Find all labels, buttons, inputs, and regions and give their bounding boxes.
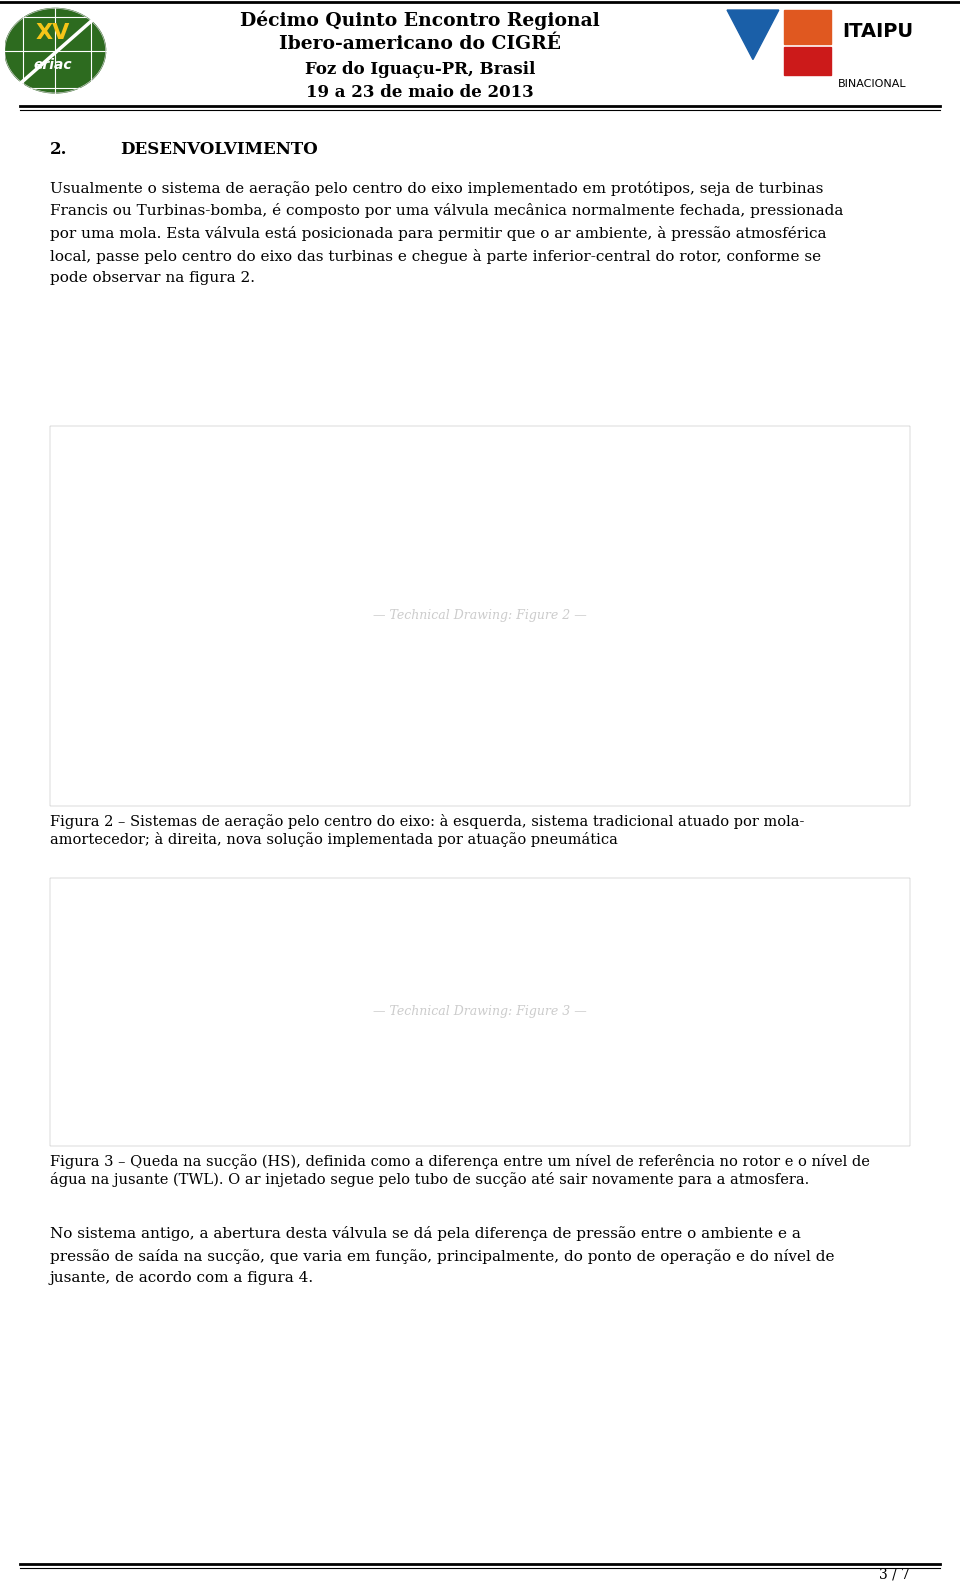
Text: Ibero-americano do CIGRÉ: Ibero-americano do CIGRÉ — [279, 35, 561, 53]
Bar — [0, 0, 960, 105]
Polygon shape — [783, 10, 830, 43]
Text: ITAIPU: ITAIPU — [842, 22, 913, 40]
Text: BINACIONAL: BINACIONAL — [837, 78, 906, 89]
Text: 19 a 23 de maio de 2013: 19 a 23 de maio de 2013 — [306, 83, 534, 101]
Text: Usualmente o sistema de aeração pelo centro do eixo implementado em protótipos, : Usualmente o sistema de aeração pelo cen… — [50, 180, 824, 196]
Text: Figura 3 – Queda na sucção (HS), definida como a diferença entre um nível de ref: Figura 3 – Queda na sucção (HS), definid… — [50, 1154, 870, 1168]
Text: Foz do Iguaçu-PR, Brasil: Foz do Iguaçu-PR, Brasil — [305, 61, 535, 78]
Text: pressão de saída na sucção, que varia em função, principalmente, do ponto de ope: pressão de saída na sucção, que varia em… — [50, 1248, 834, 1264]
Text: DESENVOLVIMENTO: DESENVOLVIMENTO — [120, 140, 318, 158]
Text: No sistema antigo, a abertura desta válvula se dá pela diferença de pressão entr: No sistema antigo, a abertura desta válv… — [50, 1226, 801, 1242]
Text: Décimo Quinto Encontro Regional: Décimo Quinto Encontro Regional — [240, 10, 600, 29]
Text: 3 / 7: 3 / 7 — [879, 1567, 910, 1582]
Text: local, passe pelo centro do eixo das turbinas e chegue à parte inferior-central : local, passe pelo centro do eixo das tur… — [50, 249, 821, 263]
Text: água na jusante (TWL). O ar injetado segue pelo tubo de sucção até sair novament: água na jusante (TWL). O ar injetado seg… — [50, 1171, 809, 1187]
Text: — Technical Drawing: Figure 3 —: — Technical Drawing: Figure 3 — — [373, 1005, 587, 1018]
Polygon shape — [783, 46, 830, 75]
Bar — [50, 426, 910, 806]
Text: Francis ou Turbinas-bomba, é composto por uma válvula mecânica normalmente fecha: Francis ou Turbinas-bomba, é composto po… — [50, 204, 844, 219]
Bar — [50, 878, 910, 1146]
Text: 2.: 2. — [50, 140, 67, 158]
Text: — Technical Drawing: Figure 2 —: — Technical Drawing: Figure 2 — — [373, 610, 587, 622]
Text: amortecedor; à direita, nova solução implementada por atuação pneumática: amortecedor; à direita, nova solução imp… — [50, 832, 618, 847]
Text: jusante, de acordo com a figura 4.: jusante, de acordo com a figura 4. — [50, 1270, 314, 1285]
Text: Figura 2 – Sistemas de aeração pelo centro do eixo: à esquerda, sistema tradicio: Figura 2 – Sistemas de aeração pelo cent… — [50, 814, 804, 828]
Text: pode observar na figura 2.: pode observar na figura 2. — [50, 271, 255, 286]
Text: XV: XV — [36, 22, 70, 43]
Circle shape — [5, 8, 106, 93]
Polygon shape — [727, 10, 779, 59]
Text: eriac: eriac — [34, 57, 72, 72]
Text: por uma mola. Esta válvula está posicionada para permitir que o ar ambiente, à p: por uma mola. Esta válvula está posicion… — [50, 227, 827, 241]
